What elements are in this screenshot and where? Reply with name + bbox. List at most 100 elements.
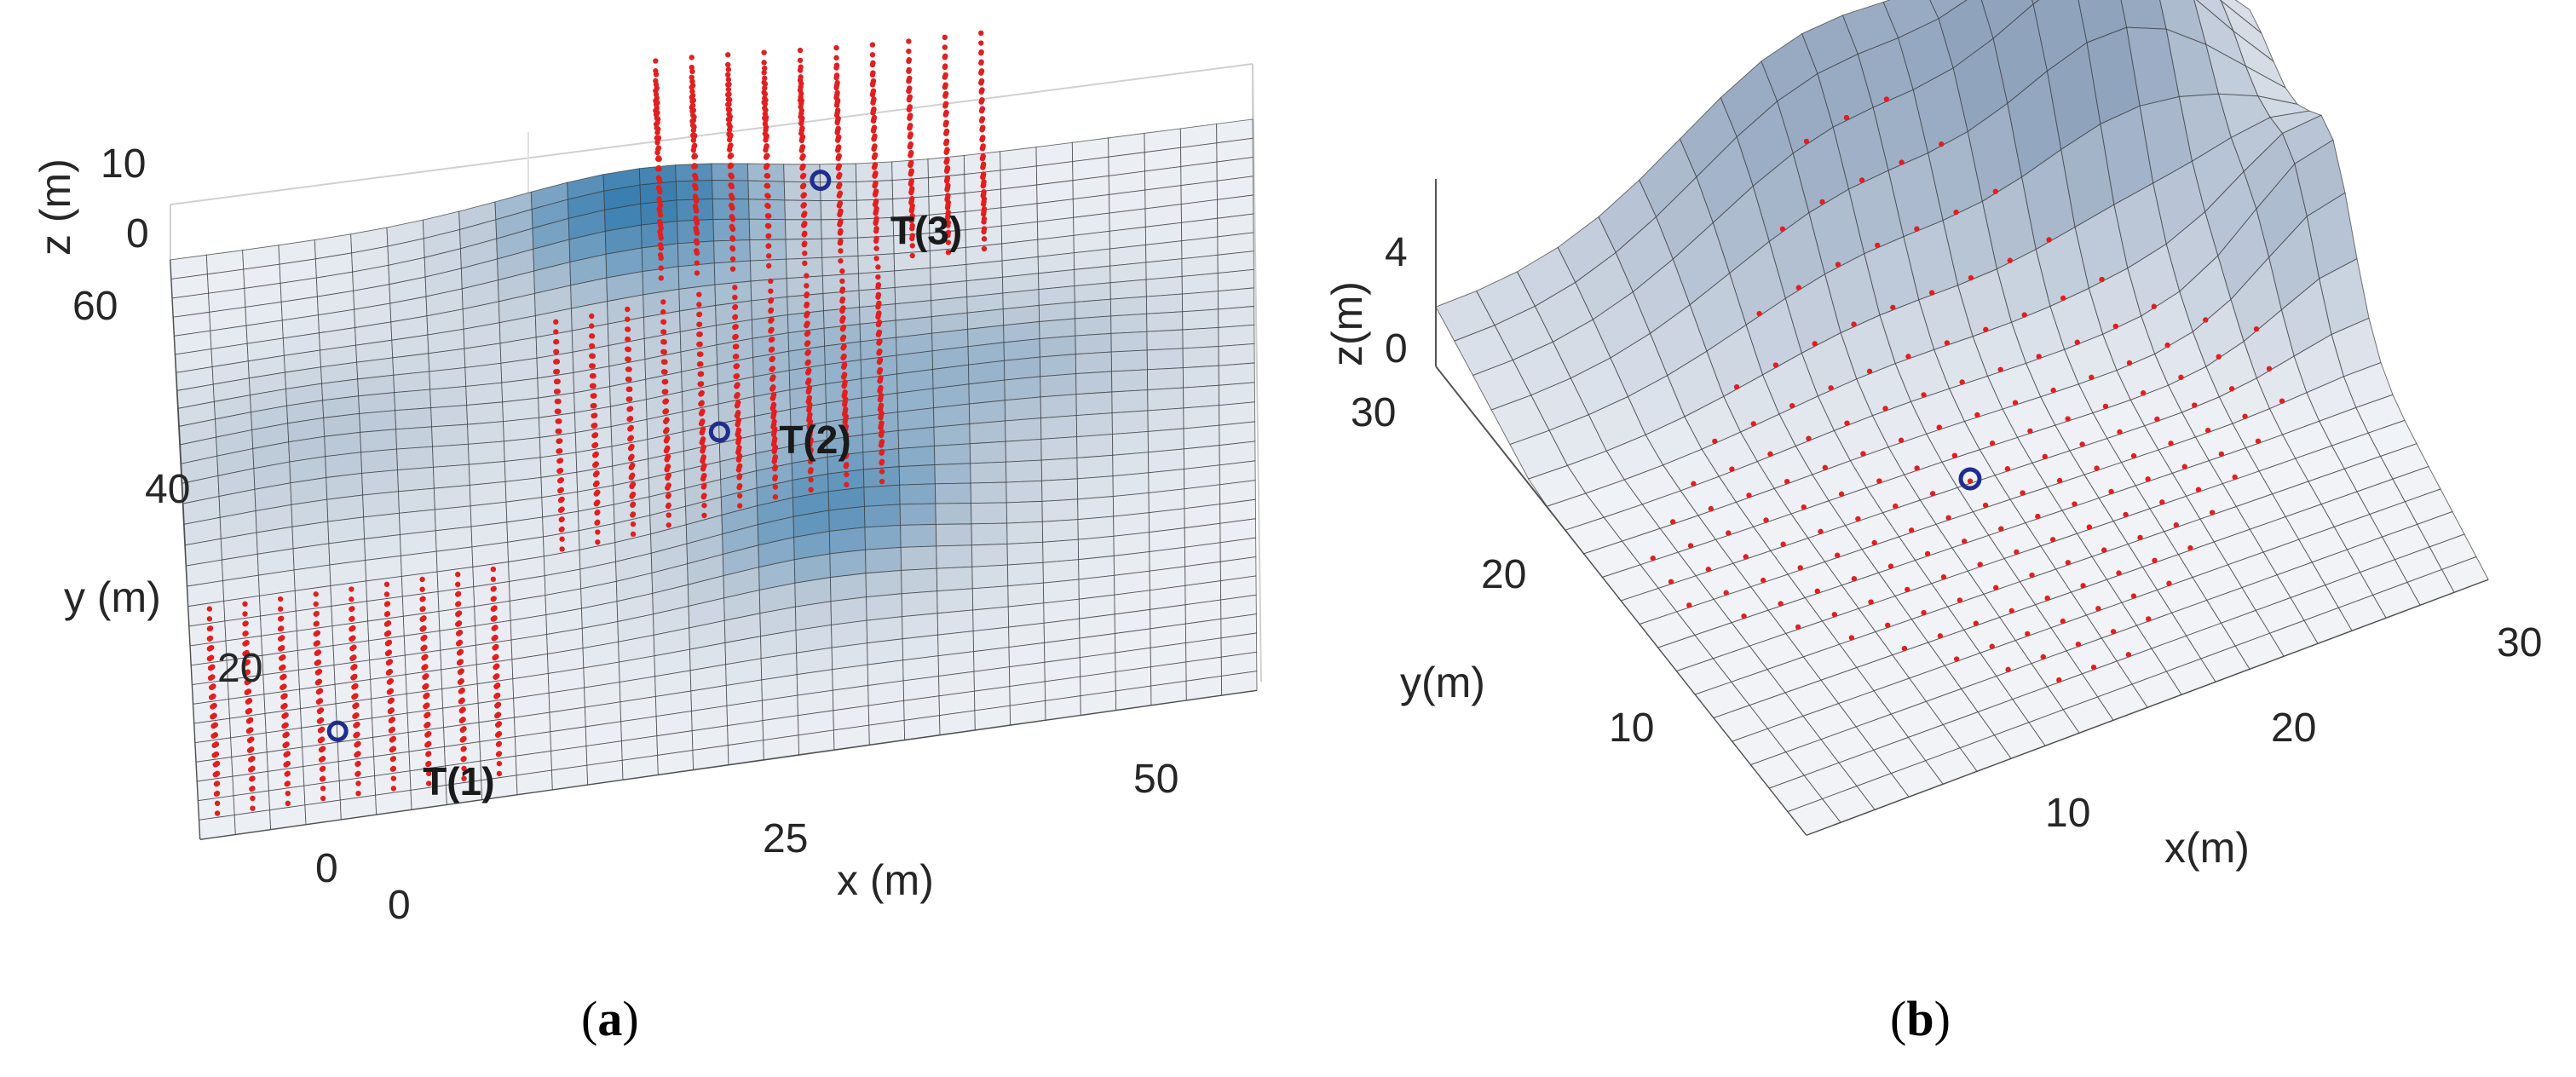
chart-b-z-tick: 0 bbox=[1385, 326, 1408, 371]
chart-a-sample-point bbox=[871, 146, 877, 153]
chart-a-sample-point bbox=[630, 531, 637, 538]
chart-a-sample-point bbox=[385, 659, 392, 666]
chart-a-sample-point bbox=[701, 512, 707, 519]
chart-b-sample-point bbox=[1778, 601, 1784, 607]
chart-a-sample-point bbox=[625, 356, 631, 362]
chart-a-sample-point bbox=[871, 135, 877, 142]
chart-a-sample-point bbox=[772, 465, 778, 472]
chart-a-surface-cell bbox=[1146, 329, 1184, 351]
chart-a-sample-point bbox=[206, 655, 213, 662]
chart-a-target-marker bbox=[708, 421, 730, 443]
chart-a-sample-point bbox=[839, 288, 845, 294]
chart-a-sample-point bbox=[242, 611, 248, 617]
chart-a-sample-point bbox=[808, 476, 814, 483]
chart-a-sample-point bbox=[210, 723, 216, 729]
chart-b-sample-point bbox=[1921, 609, 1927, 616]
chart-a-sample-point bbox=[625, 386, 631, 393]
chart-a-sample-point bbox=[696, 321, 702, 327]
chart-a-sample-point bbox=[280, 704, 286, 710]
chart-a-sample-point bbox=[692, 172, 698, 179]
chart-a-surface-cell bbox=[1146, 348, 1184, 371]
chart-a-surface-cell bbox=[1004, 356, 1041, 381]
chart-a-sample-point bbox=[873, 220, 879, 227]
chart-a-z-tick: 0 bbox=[126, 211, 149, 256]
chart-a-surface-cell bbox=[1218, 362, 1255, 386]
chart-a-sample-point bbox=[736, 475, 742, 481]
chart-a-sample-point bbox=[700, 466, 706, 472]
chart-a-sample-point bbox=[877, 406, 884, 413]
chart-a-sample-point bbox=[690, 127, 697, 134]
chart-a-surface-cell bbox=[1039, 318, 1076, 340]
chart-a-sample-point bbox=[553, 378, 560, 385]
chart-a-surface-cell bbox=[936, 544, 973, 569]
chart-a-surface-cell bbox=[970, 461, 1007, 484]
chart-b-sample-point bbox=[1780, 541, 1786, 547]
chart-a-target-marker bbox=[810, 170, 832, 192]
chart-a-sample-point bbox=[804, 273, 810, 279]
chart-a-surface-cell bbox=[971, 544, 1008, 567]
chart-a-sample-point bbox=[768, 347, 775, 353]
chart-a-sample-point bbox=[764, 182, 769, 189]
chart-b-sample-point bbox=[1940, 574, 1947, 580]
chart-a-sample-point bbox=[625, 326, 631, 332]
chart-a-sample-point bbox=[980, 211, 987, 217]
chart-a-sample-point bbox=[656, 196, 662, 202]
chart-a-sample-point bbox=[841, 383, 847, 389]
chart-a-surface-cell bbox=[361, 469, 399, 496]
chart-a-sample-point bbox=[496, 760, 503, 767]
chart-a-surface-cell bbox=[969, 420, 1006, 445]
chart-a-sample-point bbox=[978, 80, 984, 86]
chart-b-sample-point bbox=[1741, 613, 1747, 619]
chart-a-sample-point bbox=[554, 398, 561, 405]
chart-a-surface-cell bbox=[431, 423, 469, 447]
chart-b-sample-point bbox=[1763, 517, 1769, 523]
chart-a-sample-point bbox=[735, 422, 741, 428]
chart-a-sample-point bbox=[657, 228, 663, 235]
chart-a-sample-point bbox=[840, 364, 847, 371]
chart-a-sample-point bbox=[909, 235, 915, 242]
chart-a-sample-point bbox=[696, 341, 702, 348]
chart-a-sample-point bbox=[455, 571, 461, 578]
chart-a-sample-point bbox=[653, 107, 659, 114]
chart-b-sample-point bbox=[1982, 502, 1989, 509]
chart-a-sample-point bbox=[761, 79, 767, 85]
chart-b-sample-point bbox=[1814, 588, 1820, 595]
chart-b-sample-point bbox=[2101, 547, 2107, 553]
chart-a-surface-cell bbox=[1147, 407, 1184, 432]
chart-b-sample-point bbox=[2102, 403, 2109, 410]
chart-b-sample-point bbox=[2164, 342, 2170, 348]
chart-a-sample-point bbox=[656, 205, 662, 212]
chart-b-sample-point bbox=[2099, 276, 2105, 283]
chart-a-surface-cell bbox=[1004, 376, 1041, 401]
chart-b-sample-point bbox=[2152, 557, 2158, 564]
chart-a-sample-point bbox=[979, 127, 985, 133]
chart-a-sample-point bbox=[909, 226, 915, 232]
chart-b-sample-point bbox=[2049, 537, 2056, 543]
chart-b-sample-point bbox=[1835, 262, 1841, 268]
chart-a-sample-point bbox=[764, 193, 770, 199]
chart-b-sample-point bbox=[1883, 96, 1890, 102]
chart-a-sample-point bbox=[211, 752, 217, 758]
chart-a-sample-point bbox=[872, 201, 879, 208]
chart-a-sample-point bbox=[769, 356, 775, 363]
chart-a-ylabel: y (m) bbox=[64, 573, 161, 621]
chart-a-sample-point bbox=[689, 104, 694, 111]
chart-a-sample-point bbox=[662, 418, 669, 424]
chart-a-sample-point bbox=[872, 173, 878, 179]
chart-b-sample-point bbox=[1756, 310, 1762, 317]
chart-a-sample-point bbox=[349, 626, 354, 632]
chart-a-sample-point bbox=[732, 304, 738, 310]
chart-a-sample-point bbox=[797, 97, 804, 103]
chart-a-sample-point bbox=[725, 77, 732, 83]
chart-a-sample-point bbox=[206, 606, 213, 612]
chart-a-sample-point bbox=[658, 265, 664, 271]
chart-a-sample-point bbox=[735, 431, 741, 438]
chart-a-surface-cell bbox=[863, 484, 901, 507]
chart-b-sample-point bbox=[2203, 317, 2209, 323]
chart-a-surface-cell bbox=[360, 448, 399, 474]
chart-b-sample-point bbox=[1953, 656, 1960, 662]
chart-a-sample-point bbox=[557, 498, 564, 504]
chart-a-sample-point bbox=[769, 366, 775, 372]
chart-a-sample-point bbox=[666, 512, 671, 518]
chart-a-sample-point bbox=[425, 761, 431, 768]
